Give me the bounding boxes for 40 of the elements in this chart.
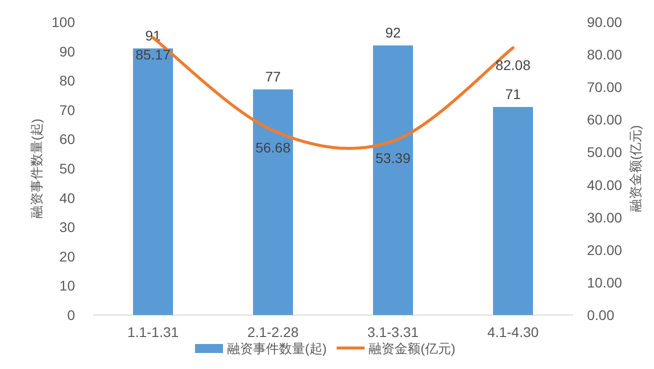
y-tick-label: 100 [52, 14, 76, 30]
y2-tick-label: 70.00 [587, 79, 622, 96]
x-tick-label: 4.1-4.30 [487, 324, 539, 340]
y2-tick-label: 10.00 [587, 274, 622, 290]
y-tick-label: 0 [67, 307, 76, 323]
y-tick-label: 70 [59, 102, 76, 118]
y-tick-label: 10 [59, 278, 76, 294]
legend-label: 融资金额(亿元) [368, 341, 456, 356]
y2-tick-label: 40.00 [587, 176, 622, 193]
y-tick-label: 40 [59, 190, 76, 206]
y-tick-label: 90 [59, 43, 76, 60]
y-tick-label: 30 [59, 219, 76, 236]
bar [373, 45, 413, 315]
data-label: 82.08 [495, 56, 531, 73]
y2-axis-title: 融资金额(亿元) [628, 125, 643, 212]
bar [133, 48, 173, 315]
bar [493, 106, 533, 315]
y2-tick-label: 50.00 [587, 144, 622, 160]
legend-label: 融资事件数量(起) [227, 341, 327, 356]
bar [253, 89, 293, 315]
y2-tick-label: 60.00 [587, 112, 622, 128]
data-label: 71 [505, 86, 521, 102]
y2-tick-label: 30.00 [587, 209, 622, 226]
data-label: 53.39 [375, 150, 411, 166]
y-tick-label: 50 [59, 160, 76, 176]
y-tick-label: 20 [59, 248, 76, 264]
y2-tick-label: 20.00 [587, 242, 622, 258]
y2-tick-label: 0.00 [587, 307, 614, 323]
x-tick-label: 2.1-2.28 [247, 324, 299, 340]
data-label: 77 [265, 68, 281, 84]
y-axis-title: 融资事件数量(起) [29, 118, 44, 218]
y-tick-label: 80 [59, 72, 76, 89]
x-tick-label: 1.1-1.31 [127, 324, 179, 340]
y2-tick-label: 80.00 [587, 46, 622, 63]
x-tick-label: 3.1-3.31 [367, 324, 419, 340]
y2-tick-label: 90.00 [587, 14, 622, 30]
y-tick-label: 60 [59, 131, 76, 148]
data-label: 85.17 [135, 46, 171, 63]
data-label: 56.68 [255, 139, 291, 156]
data-label: 92 [385, 24, 401, 40]
